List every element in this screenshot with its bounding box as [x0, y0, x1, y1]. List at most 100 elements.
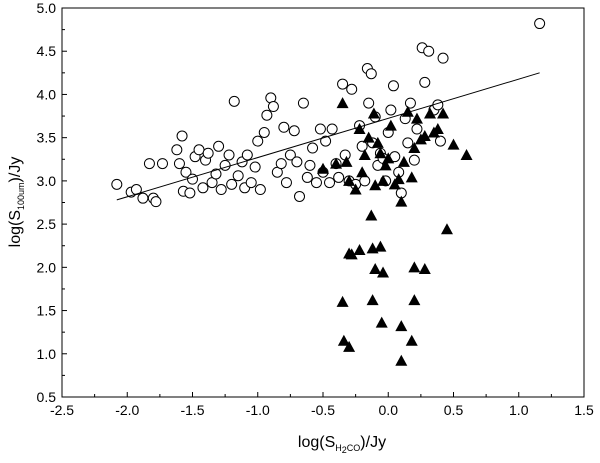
filled-triangle-point — [330, 157, 343, 169]
filled-triangle-point — [374, 147, 387, 159]
open-circle-point — [226, 178, 238, 190]
filled-triangle-point — [431, 123, 444, 135]
y-tick-label: 2.0 — [37, 259, 57, 275]
filled-triangle-point — [369, 179, 382, 191]
open-circle-point — [223, 149, 235, 161]
open-circle-point — [359, 175, 371, 187]
filled-triangle-point — [340, 155, 353, 167]
open-circle-point — [278, 121, 290, 133]
open-circle-point — [346, 83, 358, 95]
open-circle-point — [180, 166, 192, 178]
x-tick-label: -0.5 — [311, 402, 335, 418]
x-axis-label: log(SH2CO)/Jy — [298, 434, 386, 455]
open-circle-point — [284, 149, 296, 161]
open-circle-point — [363, 97, 375, 109]
filled-triangle-point — [375, 316, 388, 328]
filled-triangle-point — [392, 173, 405, 185]
filled-triangle-point — [317, 162, 329, 174]
filled-triangle-point — [362, 131, 375, 143]
open-circle-point — [176, 130, 188, 142]
y-tick-label: 3.5 — [37, 130, 57, 146]
y-tick-label: 3.0 — [37, 173, 57, 189]
open-circle-point — [434, 135, 446, 147]
filled-triangle-point — [336, 295, 349, 307]
open-circle-point — [241, 149, 253, 161]
filled-triangle-point — [371, 136, 384, 148]
filled-triangle-point — [337, 334, 350, 346]
x-tick-label: 1.0 — [509, 402, 529, 418]
open-circle-point — [156, 158, 168, 170]
x-tick-label: -1.0 — [246, 402, 270, 418]
open-circle-point — [402, 137, 414, 149]
x-tick-label: -1.5 — [180, 402, 204, 418]
open-circle-point — [411, 123, 423, 135]
open-circle-point — [324, 177, 336, 189]
x-axis-ticks: -2.5 -2.0 -1.5 -1.0 -0.5 0.0 0.5 1.0 1.5 — [50, 392, 594, 418]
open-circle-point — [228, 95, 240, 107]
open-circle-point — [314, 123, 326, 135]
open-circle-point — [111, 178, 123, 190]
open-circle-point — [254, 184, 266, 196]
x-tick-label: 0.0 — [379, 402, 399, 418]
filled-triangle-point — [460, 148, 473, 160]
open-circle-point — [213, 140, 225, 152]
open-circle-point — [408, 154, 420, 166]
x-tick-label: -2.5 — [50, 402, 74, 418]
open-circle-point — [143, 158, 155, 170]
filled-triangle-point — [366, 294, 379, 306]
filled-triangle-point — [384, 119, 397, 131]
open-circle-point — [258, 126, 270, 138]
filled-triangle-point — [395, 354, 408, 366]
open-circle-point — [232, 170, 244, 182]
filled-triangle-point — [408, 261, 421, 273]
filled-triangle-point — [397, 155, 410, 167]
filled-triangle-series — [317, 97, 473, 366]
filled-triangle-point — [408, 142, 421, 154]
filled-triangle-point — [447, 138, 460, 150]
filled-triangle-point — [343, 247, 356, 259]
open-circle-point — [385, 104, 397, 116]
fit-line — [116, 72, 540, 201]
filled-triangle-point — [353, 244, 366, 256]
open-circle-point — [245, 177, 257, 189]
x-tick-label: 1.5 — [574, 402, 594, 418]
filled-triangle-point — [382, 152, 395, 164]
y-axis-ticks: 0.5 1.0 1.5 2.0 2.5 3.0 3.5 4.0 4.5 5.0 — [37, 0, 67, 405]
filled-triangle-point — [353, 123, 366, 135]
filled-triangle-point — [418, 263, 431, 275]
open-circle-point — [249, 161, 261, 173]
open-circle-point — [307, 142, 319, 154]
open-circle-point — [275, 158, 287, 170]
open-circle-point — [404, 97, 416, 109]
filled-triangle-point — [356, 166, 369, 178]
filled-triangle-point — [401, 105, 414, 117]
open-circle-point — [210, 168, 222, 180]
x-tick-label: 0.5 — [444, 402, 464, 418]
open-circle-point — [304, 159, 316, 171]
open-circle-point — [297, 97, 309, 109]
filled-triangle-point — [343, 174, 356, 186]
open-circle-point — [150, 196, 162, 208]
open-circle-point — [310, 177, 322, 189]
y-tick-label: 4.5 — [37, 43, 57, 59]
y-tick-label: 2.5 — [37, 216, 57, 232]
open-circle-point — [288, 125, 300, 137]
open-circle-point — [534, 18, 546, 30]
filled-triangle-point — [377, 266, 390, 278]
filled-triangle-point — [343, 340, 356, 352]
filled-triangle-point — [336, 97, 349, 109]
filled-triangle-point — [424, 107, 437, 119]
open-circle-point — [193, 144, 205, 156]
filled-triangle-point — [395, 195, 408, 207]
y-tick-label: 0.5 — [37, 389, 57, 405]
open-circle-point — [320, 135, 332, 147]
filled-triangle-point — [405, 171, 418, 183]
open-circle-point — [423, 45, 435, 57]
filled-triangle-point — [440, 223, 453, 235]
filled-triangle-point — [374, 240, 387, 252]
open-circle-point — [291, 156, 303, 168]
filled-triangle-point — [408, 294, 421, 306]
filled-triangle-point — [437, 107, 450, 119]
y-tick-label: 1.5 — [37, 303, 57, 319]
